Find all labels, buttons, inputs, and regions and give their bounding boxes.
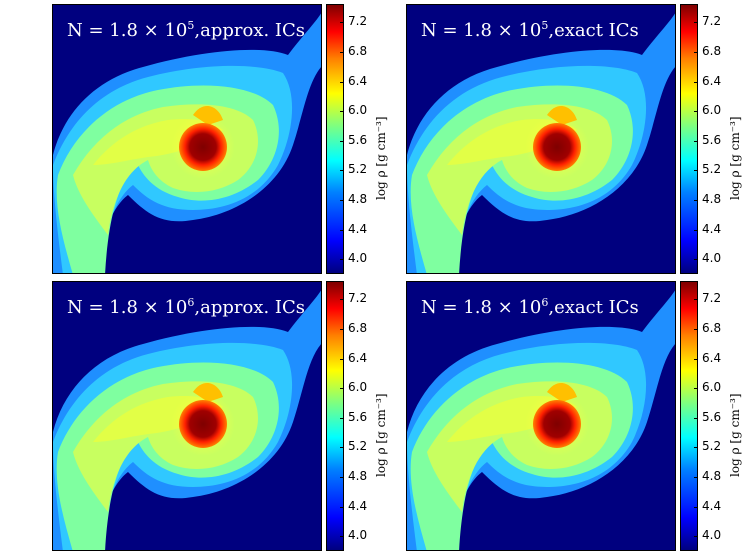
colorbar-tick-label: 7.2: [348, 291, 368, 305]
colorbar-tick-mark: [694, 536, 698, 537]
colorbar-tick-label: 4.0: [348, 528, 368, 542]
panel-3: N = 1.8 × 106,approx. ICs: [52, 281, 322, 551]
colorbar-tick-label: 4.4: [702, 499, 722, 513]
colorbar-tick-label: 7.2: [702, 291, 722, 305]
colorbar-tick-mark: [694, 111, 698, 112]
colorbar-tick-label: 6.8: [348, 44, 368, 58]
colorbar-tick-mark: [694, 299, 698, 300]
colorbar-4: [680, 281, 698, 551]
panel-title: N = 1.8 × 106,exact ICs: [421, 296, 639, 318]
density-map: [53, 10, 321, 273]
colorbar-tick-mark: [694, 82, 698, 83]
colorbar-tick-mark: [340, 329, 344, 330]
colorbar-label: log ρ [g cm⁻³]: [728, 393, 742, 477]
colorbar-tick-mark: [694, 170, 698, 171]
colorbar-tick-mark: [694, 230, 698, 231]
colorbar-tick-label: 5.6: [702, 410, 722, 424]
colorbar-tick-label: 4.4: [348, 222, 368, 236]
colorbar-tick-label: 6.8: [702, 321, 722, 335]
density-map: [407, 10, 675, 273]
colorbar-tick-label: 6.8: [702, 44, 722, 58]
colorbar-tick-label: 6.4: [348, 351, 368, 365]
colorbar-tick-label: 7.2: [702, 14, 722, 28]
colorbar-tick-mark: [340, 200, 344, 201]
panel-2: N = 1.8 × 105,exact ICs: [406, 4, 676, 274]
colorbar-1: [326, 4, 344, 274]
colorbar-tick-mark: [694, 359, 698, 360]
colorbar-2: [680, 4, 698, 274]
colorbar-label: log ρ [g cm⁻³]: [374, 116, 388, 200]
colorbar-tick-mark: [340, 536, 344, 537]
colorbar-tick-mark: [694, 52, 698, 53]
colorbar-tick-mark: [340, 230, 344, 231]
panel-title: N = 1.8 × 106,approx. ICs: [67, 296, 306, 318]
colorbar-tick-mark: [340, 141, 344, 142]
colorbar-tick-mark: [340, 447, 344, 448]
colorbar-tick-label: 5.2: [348, 162, 368, 176]
colorbar-tick-label: 5.6: [348, 133, 368, 147]
colorbar-tick-mark: [694, 141, 698, 142]
colorbar-tick-mark: [340, 418, 344, 419]
colorbar-tick-mark: [694, 259, 698, 260]
colorbar-tick-label: 4.0: [702, 251, 722, 265]
colorbar-tick-label: 4.0: [348, 251, 368, 265]
colorbar-tick-mark: [340, 359, 344, 360]
colorbar-tick-label: 4.4: [348, 499, 368, 513]
colorbar-tick-mark: [340, 82, 344, 83]
colorbar-tick-label: 5.2: [348, 439, 368, 453]
colorbar-tick-label: 4.8: [348, 469, 368, 483]
panel-title: N = 1.8 × 105,approx. ICs: [67, 19, 306, 41]
colorbar-tick-label: 5.6: [702, 133, 722, 147]
colorbar-tick-label: 7.2: [348, 14, 368, 28]
colorbar-3: [326, 281, 344, 551]
colorbar-tick-label: 5.6: [348, 410, 368, 424]
colorbar-tick-label: 6.0: [348, 103, 368, 117]
colorbar-label: log ρ [g cm⁻³]: [374, 393, 388, 477]
colorbar-tick-mark: [340, 52, 344, 53]
colorbar-tick-mark: [340, 22, 344, 23]
panel-title: N = 1.8 × 105,exact ICs: [421, 19, 639, 41]
colorbar-tick-label: 4.8: [702, 192, 722, 206]
colorbar-tick-label: 6.0: [702, 380, 722, 394]
colorbar-tick-label: 4.4: [702, 222, 722, 236]
colorbar-tick-mark: [340, 388, 344, 389]
colorbar-tick-mark: [694, 329, 698, 330]
density-map: [53, 287, 321, 550]
colorbar-tick-label: 4.8: [348, 192, 368, 206]
colorbar-tick-label: 6.4: [702, 351, 722, 365]
colorbar-tick-label: 6.8: [348, 321, 368, 335]
colorbar-tick-mark: [694, 507, 698, 508]
colorbar-tick-mark: [694, 388, 698, 389]
colorbar-tick-label: 6.4: [702, 74, 722, 88]
colorbar-tick-label: 4.8: [702, 469, 722, 483]
colorbar-tick-mark: [694, 418, 698, 419]
panel-4: N = 1.8 × 106,exact ICs: [406, 281, 676, 551]
colorbar-tick-label: 4.0: [702, 528, 722, 542]
colorbar-label: log ρ [g cm⁻³]: [728, 116, 742, 200]
colorbar-tick-label: 6.0: [702, 103, 722, 117]
colorbar-tick-mark: [340, 259, 344, 260]
colorbar-tick-mark: [694, 22, 698, 23]
colorbar-tick-mark: [340, 477, 344, 478]
density-map: [407, 287, 675, 550]
colorbar-tick-mark: [340, 170, 344, 171]
colorbar-tick-label: 5.2: [702, 439, 722, 453]
colorbar-tick-mark: [694, 477, 698, 478]
colorbar-tick-mark: [340, 299, 344, 300]
colorbar-tick-mark: [340, 507, 344, 508]
colorbar-tick-mark: [694, 447, 698, 448]
colorbar-tick-label: 6.0: [348, 380, 368, 394]
colorbar-tick-mark: [694, 200, 698, 201]
colorbar-tick-label: 6.4: [348, 74, 368, 88]
colorbar-tick-label: 5.2: [702, 162, 722, 176]
colorbar-tick-mark: [340, 111, 344, 112]
panel-1: N = 1.8 × 105,approx. ICs: [52, 4, 322, 274]
